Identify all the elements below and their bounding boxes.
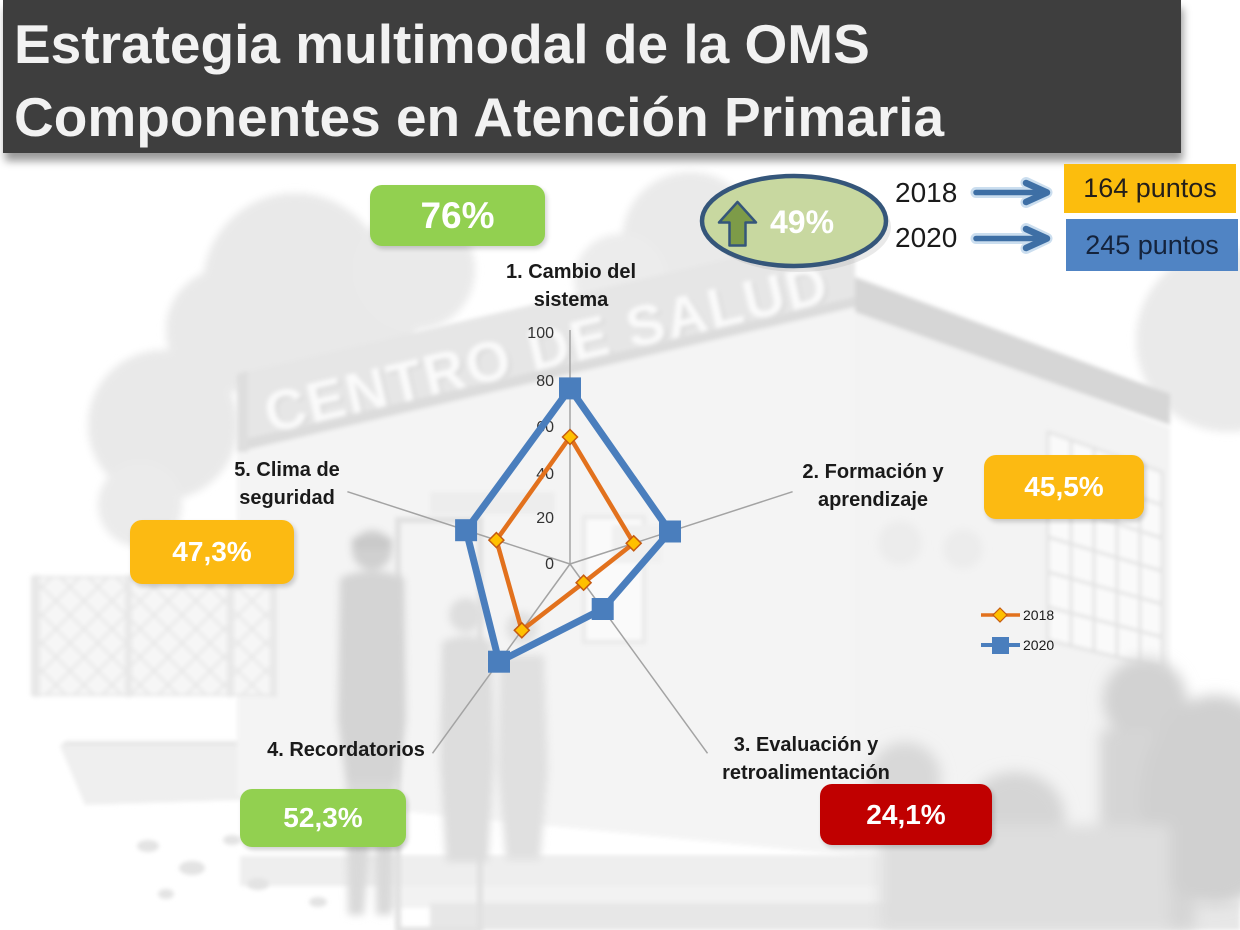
svg-text:20: 20 [536,510,554,527]
svg-text:2018: 2018 [1023,607,1054,623]
svg-text:100: 100 [527,325,554,342]
svg-text:0: 0 [545,556,554,573]
svg-text:2020: 2020 [1023,637,1054,653]
svg-text:80: 80 [536,373,554,390]
